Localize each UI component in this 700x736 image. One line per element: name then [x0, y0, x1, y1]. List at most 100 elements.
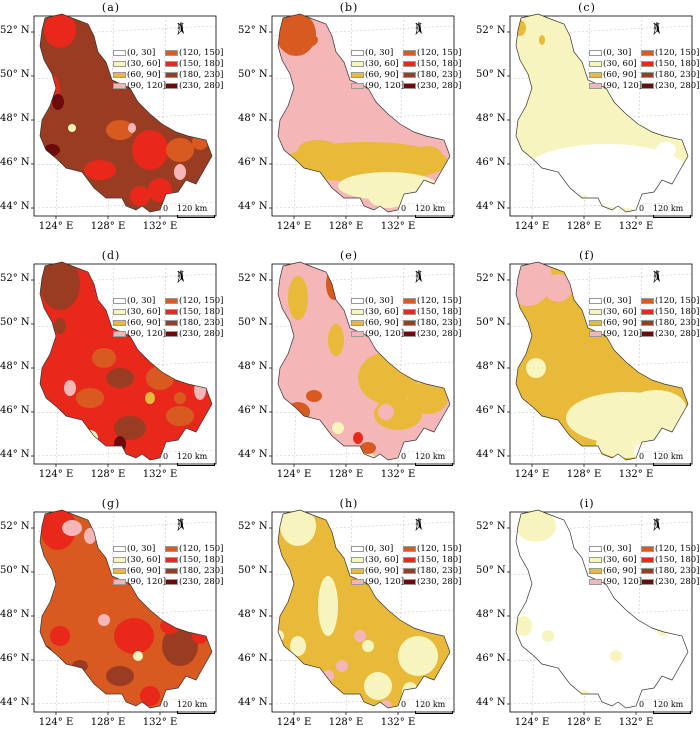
choropleth-map	[269, 13, 455, 219]
legend-swatch	[589, 71, 602, 78]
latitude-label: 44° N	[476, 449, 506, 460]
legend-item: (180, 230]	[641, 70, 699, 81]
legend-item: (90, 120]	[589, 577, 642, 588]
legend-swatch	[403, 82, 416, 89]
legend-item: (0, 30]	[351, 544, 393, 555]
scale-bar: 0 120 km	[639, 700, 699, 714]
class-zone	[636, 158, 676, 182]
latitude-label: 46° N	[476, 157, 506, 168]
north-arrow-icon: N	[177, 517, 187, 540]
north-arrow-icon: N	[653, 21, 663, 44]
longitude-line	[635, 511, 643, 713]
class-zone	[280, 510, 316, 546]
legend-item: (230, 280]	[641, 329, 699, 340]
legend-item: (60, 90]	[351, 318, 399, 329]
north-arrow-icon: N	[653, 517, 663, 540]
province-boundary	[515, 13, 689, 213]
legend-swatch	[589, 578, 602, 585]
latitude-label: 48° N	[238, 361, 268, 372]
latitude-label: 50° N	[238, 69, 268, 80]
legend-item: (230, 280]	[403, 81, 461, 92]
latitude-label: 50° N	[0, 565, 30, 576]
latitude-label: 46° N	[238, 157, 268, 168]
class-zone	[539, 35, 545, 45]
legend-item: (180, 230]	[165, 566, 223, 577]
legend-swatch	[165, 545, 178, 552]
latitude-label: 44° N	[476, 697, 506, 708]
legend-label: (150, 180]	[655, 555, 700, 565]
latitude-label: 50° N	[0, 69, 30, 80]
legend-swatch	[165, 60, 178, 67]
legend-swatch	[113, 308, 126, 315]
legend-swatch	[113, 556, 126, 563]
legend-label: (0, 30]	[127, 296, 156, 306]
province-boundary	[39, 261, 213, 461]
class-zone	[106, 120, 134, 140]
legend-swatch	[641, 60, 654, 67]
legend-item: (0, 30]	[113, 48, 155, 59]
legend-swatch	[641, 49, 654, 56]
legend-item: (180, 230]	[641, 566, 699, 577]
latitude-label: 52° N	[238, 25, 268, 36]
north-arrow-icon: N	[653, 269, 663, 292]
legend-item: (30, 60]	[351, 59, 399, 70]
province-boundary	[277, 509, 451, 709]
longitude-line	[635, 15, 643, 217]
latitude-label: 46° N	[0, 157, 30, 168]
legend-label: (60, 90]	[127, 318, 161, 328]
legend-item: (120, 150]	[641, 296, 699, 307]
legend-swatch	[113, 319, 126, 326]
legend-label: (0, 30]	[365, 296, 394, 306]
legend-label: (30, 60]	[127, 307, 161, 317]
latitude-label: 46° N	[476, 653, 506, 664]
panel-label: (i)	[579, 497, 595, 510]
class-zone	[412, 146, 444, 174]
scale-bar-line	[653, 463, 691, 466]
legend-label: (90, 120]	[127, 329, 167, 339]
latitude-label: 46° N	[0, 405, 30, 416]
legend-swatch	[351, 60, 364, 67]
province-boundary	[277, 13, 451, 213]
legend-label: (60, 90]	[127, 566, 161, 576]
longitude-label: 132° E	[380, 469, 416, 480]
class-zone	[114, 416, 146, 440]
class-zone	[140, 686, 160, 706]
legend-swatch	[641, 330, 654, 337]
legend-item: (180, 230]	[403, 566, 461, 577]
legend-swatch	[351, 556, 364, 563]
province-boundary	[277, 261, 451, 461]
legend-label: (60, 90]	[365, 566, 399, 576]
legend-item: (180, 230]	[641, 318, 699, 329]
legend-label: (90, 120]	[127, 81, 167, 91]
legend-label: (150, 180]	[179, 555, 224, 565]
longitude-label: 124° E	[38, 717, 74, 728]
legend-label: (230, 280]	[417, 329, 462, 339]
legend-swatch	[113, 567, 126, 574]
latitude-label: 50° N	[238, 317, 268, 328]
legend-swatch	[165, 308, 178, 315]
scale-distance-label: 120 km	[415, 204, 446, 213]
legend-label: (120, 150]	[655, 544, 700, 554]
class-zone	[364, 672, 392, 700]
latitude-label: 48° N	[476, 361, 506, 372]
class-zone	[542, 630, 554, 642]
class-zone	[564, 166, 596, 190]
legend-item: (150, 180]	[165, 59, 223, 70]
legend-item: (150, 180]	[165, 555, 223, 566]
legend-swatch	[165, 297, 178, 304]
legend-item: (90, 120]	[113, 577, 166, 588]
legend-label: (180, 230]	[179, 566, 224, 576]
latitude-line	[509, 201, 693, 209]
legend-label: (0, 30]	[365, 544, 394, 554]
longitude-label: 132° E	[380, 717, 416, 728]
legend-label: (30, 60]	[603, 59, 637, 69]
legend-label: (230, 280]	[179, 577, 224, 587]
legend-swatch	[589, 567, 602, 574]
legend-item: (60, 90]	[589, 318, 637, 329]
legend-item: (180, 230]	[403, 70, 461, 81]
legend-swatch	[403, 330, 416, 337]
legend-label: (150, 180]	[417, 555, 462, 565]
legend-label: (120, 150]	[655, 296, 700, 306]
legend-label: (0, 30]	[603, 48, 632, 58]
legend-item: (120, 150]	[165, 296, 223, 307]
